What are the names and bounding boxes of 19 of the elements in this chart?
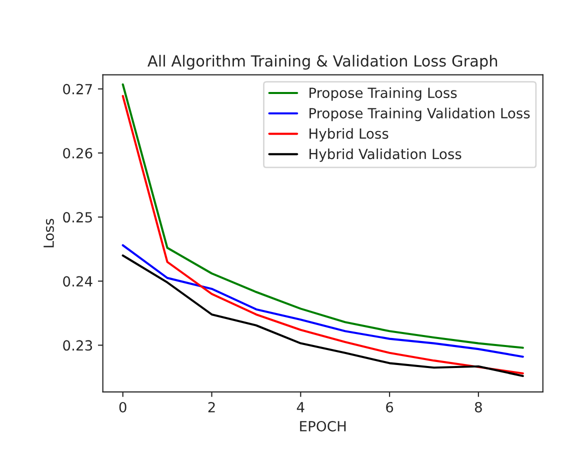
x-tick-label: 2 <box>208 402 215 412</box>
legend-label: Hybrid Validation Loss <box>310 148 462 162</box>
legend-label: Hybrid Loss <box>310 128 388 142</box>
line-series <box>122 244 524 358</box>
x-tick-label: 0 <box>119 402 126 412</box>
y-tick-label: 0.24 <box>63 276 92 287</box>
y-tick-label: 0.23 <box>63 340 92 351</box>
y-tick-label: 0.25 <box>63 212 92 223</box>
x-tick-label: 6 <box>386 402 394 412</box>
line-series <box>122 254 524 378</box>
legend-label: Propose Training Loss <box>310 87 457 101</box>
x-tick-label: 4 <box>296 402 304 412</box>
x-axis-title: EPOCH <box>300 420 346 432</box>
y-axis-title: Loss <box>44 218 54 248</box>
x-tick-label: 8 <box>474 402 482 412</box>
y-tick-label: 0.26 <box>63 148 92 158</box>
y-tick-label: 0.27 <box>63 84 92 94</box>
chart-title: All Algorithm Training & Validation Loss Graph <box>148 54 498 70</box>
legend-label: Propose Training Validation Loss <box>310 108 530 122</box>
